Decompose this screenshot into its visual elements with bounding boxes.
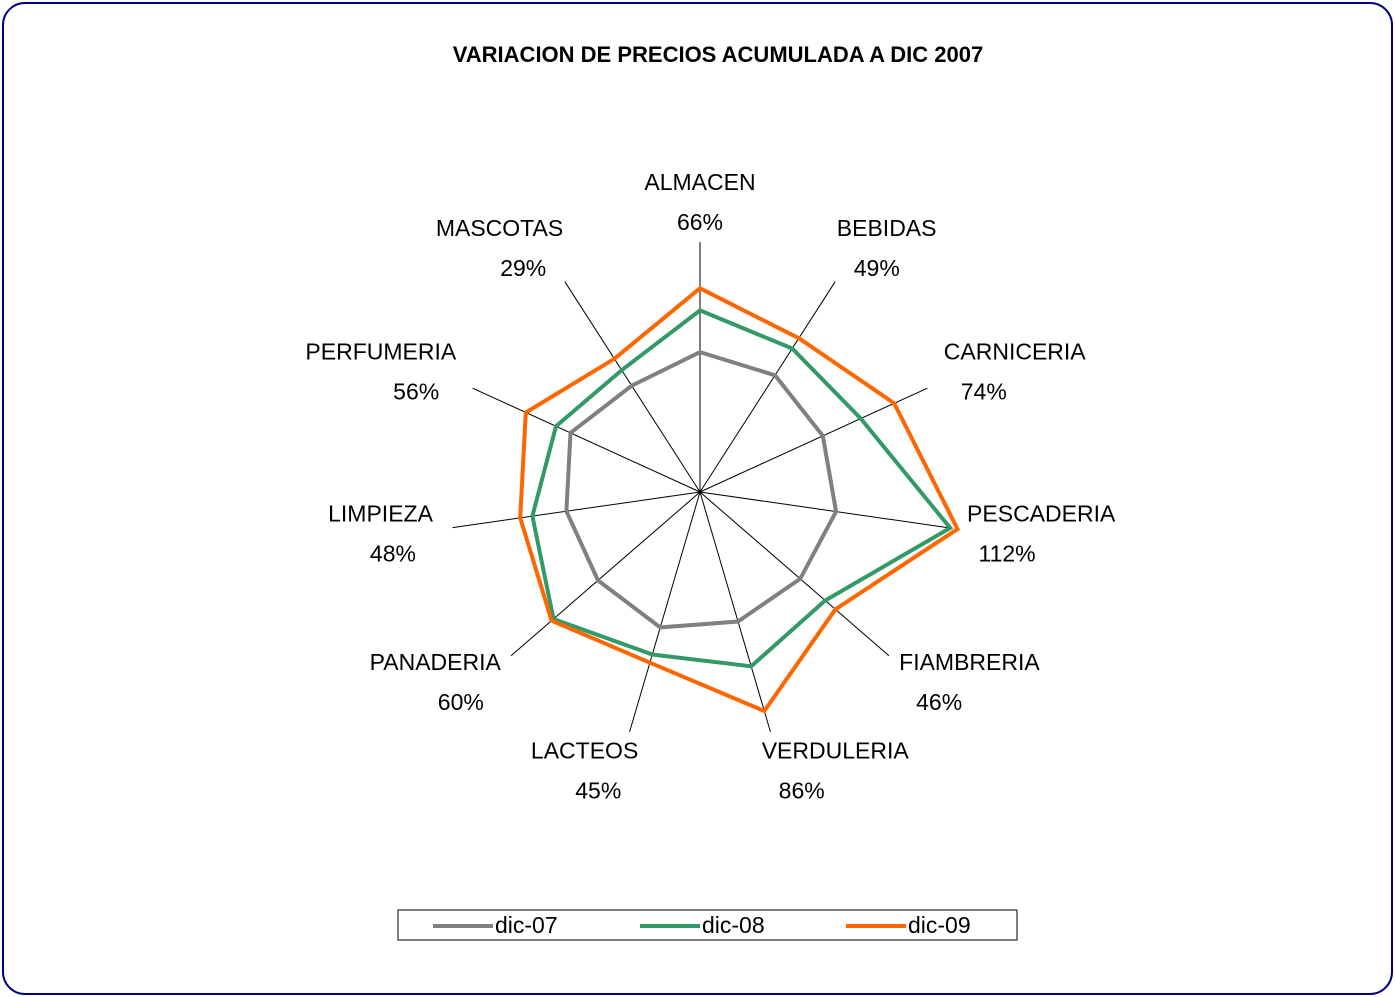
spoke (629, 491, 701, 733)
legend-box (397, 909, 1018, 941)
series-line (564, 349, 839, 630)
data-label: 29% (500, 255, 546, 281)
legend-label: dic-08 (702, 912, 765, 938)
chart-title: VARIACION DE PRECIOS ACUMULADA A DIC 200… (453, 42, 984, 67)
spoke (699, 491, 890, 657)
data-label: 86% (779, 777, 825, 803)
data-label: 112% (978, 540, 1035, 566)
series-line (530, 308, 954, 669)
spoke (699, 491, 771, 733)
category-label: LIMPIEZA (328, 500, 433, 526)
data-label: 66% (677, 209, 723, 235)
category-label: ALMACEN (644, 169, 755, 195)
category-label: VERDULERIA (762, 737, 910, 763)
category-label: FIAMBRERIA (899, 649, 1040, 675)
category-label: CARNICERIA (944, 339, 1087, 365)
data-label: 46% (916, 689, 962, 715)
category-label: PERFUMERIA (305, 339, 456, 365)
data-label: 60% (438, 689, 484, 715)
data-label: 49% (854, 255, 900, 281)
legend-label: dic-09 (908, 912, 971, 938)
category-label: MASCOTAS (436, 215, 563, 241)
data-label: 48% (370, 540, 416, 566)
category-label: PESCADERIA (967, 500, 1116, 526)
data-label: 74% (961, 379, 1007, 405)
series-line (518, 285, 961, 714)
spoke (699, 281, 836, 493)
legend-label: dic-07 (495, 912, 558, 938)
spoke (699, 491, 948, 529)
data-label: 56% (393, 379, 439, 405)
spoke (452, 491, 701, 529)
category-label: BEBIDAS (837, 215, 937, 241)
spoke (472, 387, 701, 493)
spoke (510, 491, 701, 657)
category-label: PANADERIA (370, 649, 502, 675)
data-label: 45% (575, 777, 621, 803)
category-label: LACTEOS (531, 737, 638, 763)
spoke (699, 387, 928, 493)
